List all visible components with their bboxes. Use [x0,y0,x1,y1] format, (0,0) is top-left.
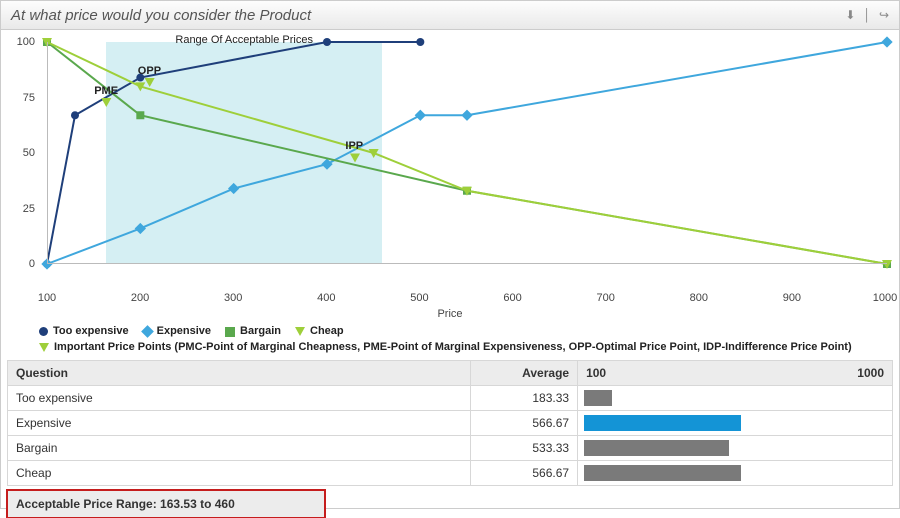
col-average: Average [471,360,578,385]
cell-average: 566.67 [471,460,578,485]
cell-bar [578,385,893,410]
x-tick: 200 [131,292,149,304]
cell-question: Cheap [8,460,471,485]
legend-bargain[interactable]: Bargain [225,324,281,340]
legend-too_expensive[interactable]: Too expensive [39,324,129,340]
panel: At what price would you consider the Pro… [0,0,900,509]
table-row: Cheap566.67 [8,460,893,485]
x-tick: 900 [783,292,801,304]
x-tick: 400 [317,292,335,304]
y-tick: 25 [7,203,35,215]
legend-expensive[interactable]: Expensive [143,324,211,340]
cell-bar [578,435,893,460]
chart-legend: Too expensive Expensive Bargain Cheap Impor… [39,324,885,356]
x-axis-title: Price [437,308,462,320]
legend-important-points: Important Price Points (PMC-Point of Mar… [54,340,852,356]
price-point-PME: PME [94,85,118,97]
header-actions: ⬇ │ ↪ [845,8,889,22]
cell-average: 566.67 [471,410,578,435]
table-row: Bargain533.33 [8,435,893,460]
share-icon[interactable]: ↪ [879,8,889,22]
table-row: Expensive566.67 [8,410,893,435]
col-bar-range: 100 1000 [578,360,893,385]
cell-bar [578,410,893,435]
x-tick: 600 [503,292,521,304]
bar-max: 1000 [857,366,884,380]
panel-title: At what price would you consider the Pro… [11,7,311,24]
x-tick: 700 [596,292,614,304]
cell-bar [578,460,893,485]
x-tick: 1000 [873,292,897,304]
x-tick: 500 [410,292,428,304]
bar-min: 100 [586,366,606,380]
band-label: Range Of Acceptable Prices [175,34,313,46]
y-tick: 0 [7,258,35,270]
price-sensitivity-chart: Range Of Acceptable PricesPMEOPPIPP 0255… [13,36,887,286]
acceptable-price-range: Acceptable Price Range: 163.53 to 460 [7,490,325,518]
y-tick: 100 [7,36,35,48]
divider-icon: │ [863,8,871,22]
x-tick: 100 [38,292,56,304]
price-point-IPP: IPP [345,141,363,153]
triangle-down-icon [39,343,49,352]
cell-question: Too expensive [8,385,471,410]
price-point-OPP: OPP [138,65,161,77]
y-tick: 50 [7,147,35,159]
x-tick: 300 [224,292,242,304]
cell-question: Expensive [8,410,471,435]
summary-table: Question Average 100 1000 Too expensive1… [7,360,893,486]
cell-average: 183.33 [471,385,578,410]
cell-question: Bargain [8,435,471,460]
x-tick: 800 [690,292,708,304]
legend-cheap[interactable]: Cheap [295,324,344,340]
chart-lines [47,42,887,264]
table-row: Too expensive183.33 [8,385,893,410]
panel-header: At what price would you consider the Pro… [1,1,899,30]
cell-average: 533.33 [471,435,578,460]
y-tick: 75 [7,92,35,104]
download-icon[interactable]: ⬇ [845,8,855,22]
col-question: Question [8,360,471,385]
